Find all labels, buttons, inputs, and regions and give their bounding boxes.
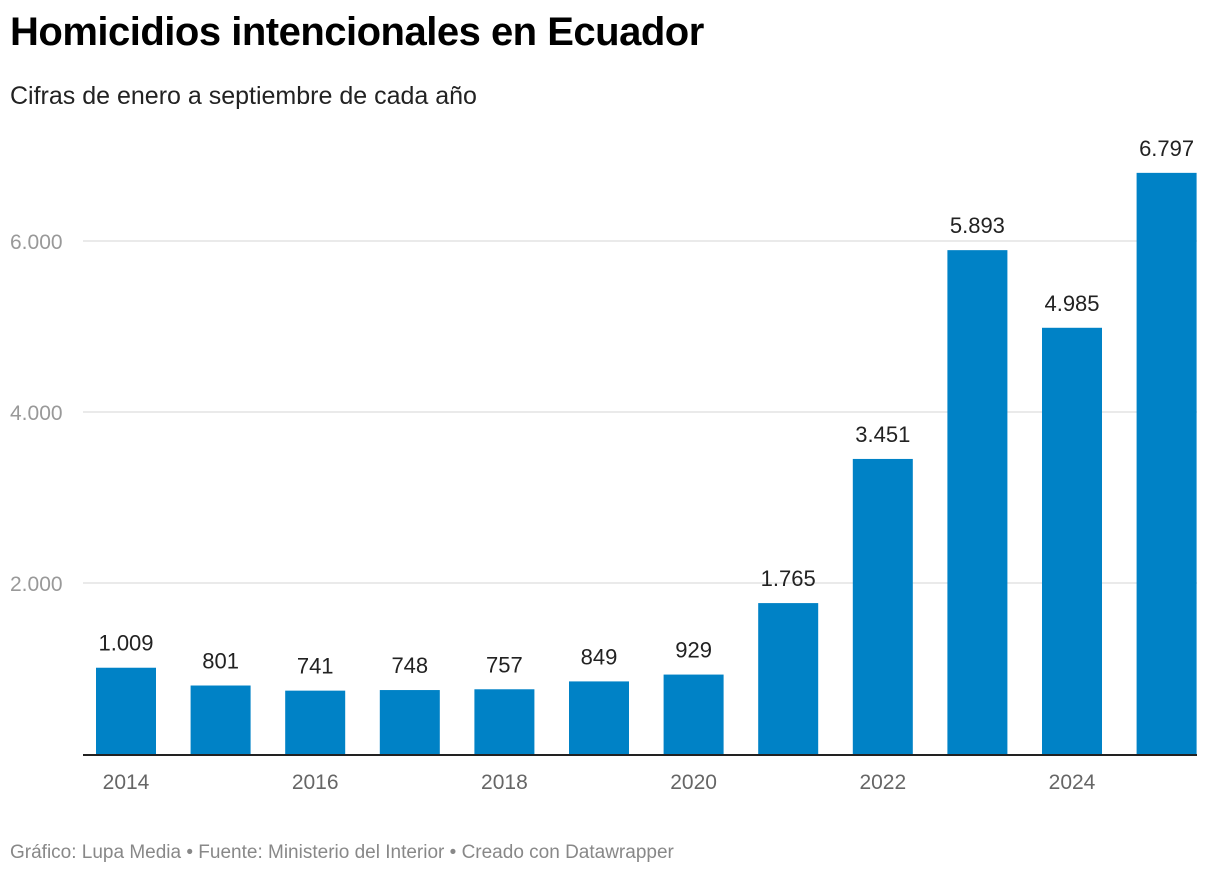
data-label: 6.797 [1139,136,1194,161]
data-label: 4.985 [1044,291,1099,316]
data-label: 757 [486,652,523,677]
data-label: 1.765 [761,566,816,591]
bar-2023 [947,250,1008,754]
y-tick-label: 2.000 [10,573,63,596]
bar-2025 [1136,172,1197,754]
bar-2014 [96,667,156,754]
y-tick-label: 6.000 [10,231,63,254]
data-label: 741 [297,654,334,679]
chart-title: Homicidios intencionales en Ecuador [10,10,704,54]
x-tick-label: 2022 [859,771,906,794]
bar-2017 [379,690,440,754]
x-tick-label: 2024 [1049,771,1096,794]
bar-2019 [569,681,629,754]
bar-2022 [852,458,913,754]
x-tick-label: 2016 [292,771,339,794]
bar-2021 [758,603,819,754]
data-label: 801 [202,649,239,674]
bar-2018 [474,689,535,754]
data-label: 3.451 [855,422,910,447]
x-tick-label: 2018 [481,771,528,794]
data-label: 929 [675,638,712,663]
data-label: 1.009 [98,631,153,656]
x-tick-label: 2020 [670,771,717,794]
bar-2015 [190,685,251,754]
x-tick-label: 2014 [103,771,150,794]
bar-2016 [285,690,346,754]
data-label: 849 [581,644,618,669]
data-label: 748 [391,653,428,678]
y-tick-label: 4.000 [10,402,63,425]
chart-footer: Gráfico: Lupa Media • Fuente: Ministerio… [10,842,674,863]
bar-2024 [1042,327,1102,754]
chart-subtitle: Cifras de enero a septiembre de cada año [10,82,477,110]
bar-2020 [663,674,724,754]
data-label: 5.893 [950,213,1005,238]
